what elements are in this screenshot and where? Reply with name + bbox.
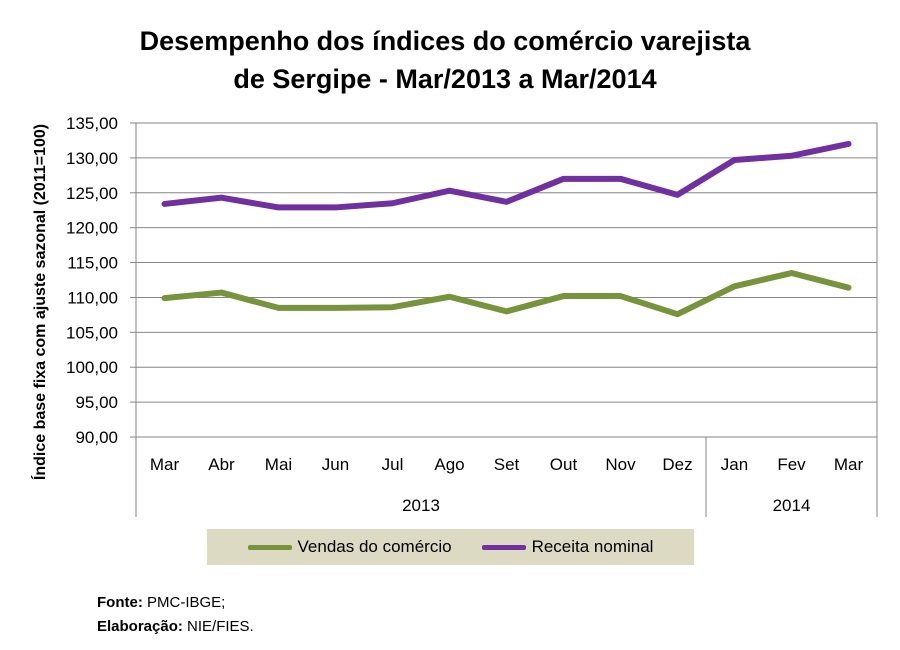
- legend: Vendas do comércio Receita nominal: [207, 529, 694, 565]
- y-tick-label: 95,00: [75, 393, 118, 412]
- x-tick-label: Set: [494, 455, 520, 474]
- x-tick-label: Mar: [834, 455, 864, 474]
- x-tick-label: Mar: [150, 455, 180, 474]
- gridlines: [136, 122, 877, 438]
- year-group-label: 2013: [402, 496, 440, 515]
- y-tick-label: 130,00: [66, 149, 118, 168]
- legend-label-vendas: Vendas do comércio: [297, 537, 452, 556]
- y-tick-label: 90,00: [75, 428, 118, 447]
- elaboration-line: Elaboração: NIE/FIES.: [97, 615, 254, 639]
- source-value: PMC-IBGE;: [147, 594, 226, 611]
- legend-item-receita: Receita nominal: [481, 537, 654, 557]
- x-tick-label: Mai: [265, 455, 292, 474]
- source-line: Fonte: PMC-IBGE;: [97, 591, 254, 615]
- x-tick-label: Abr: [208, 455, 235, 474]
- y-tick-label: 110,00: [67, 288, 118, 307]
- elaboration-label: Elaboração:: [97, 618, 183, 635]
- x-axis: Mar Abr Mai Jun Jul Ago Set Out Nov Dez Jan Fev Mar 2…: [135, 123, 878, 517]
- x-tick-label: Dez: [662, 455, 692, 474]
- y-axis: 90,00 95,00 100,00 105,00 110,00 115,00 120,00…: [66, 114, 136, 447]
- x-tick-label: Fev: [777, 455, 806, 474]
- y-tick-label: 125,00: [66, 184, 118, 203]
- x-tick-label: Out: [550, 455, 578, 474]
- x-tick-label: Jun: [322, 455, 349, 474]
- year-group-label: 2014: [773, 496, 811, 515]
- source-label: Fonte:: [97, 594, 143, 611]
- elaboration-value: NIE/FIES.: [187, 618, 254, 635]
- legend-swatch-receita: [481, 544, 526, 550]
- legend-item-vendas: Vendas do comércio: [247, 537, 452, 557]
- x-tick-label: Ago: [434, 455, 464, 474]
- y-tick-label: 120,00: [66, 219, 118, 238]
- y-tick-label: 100,00: [66, 358, 118, 377]
- series-layer: [161, 140, 852, 318]
- legend-swatch-vendas: [247, 544, 292, 550]
- chart-title: Desempenho dos índices do comércio varej…: [139, 26, 751, 94]
- y-tick-label: 115,00: [67, 254, 118, 273]
- source-note: Fonte: PMC-IBGE; Elaboração: NIE/FIES.: [97, 591, 254, 639]
- y-tick-label: 135,00: [66, 114, 118, 133]
- legend-label-receita: Receita nominal: [531, 537, 654, 556]
- x-tick-label: Jul: [382, 455, 404, 474]
- x-tick-label: Nov: [605, 455, 636, 474]
- y-tick-label: 105,00: [66, 323, 118, 342]
- x-tick-label: Jan: [721, 455, 748, 474]
